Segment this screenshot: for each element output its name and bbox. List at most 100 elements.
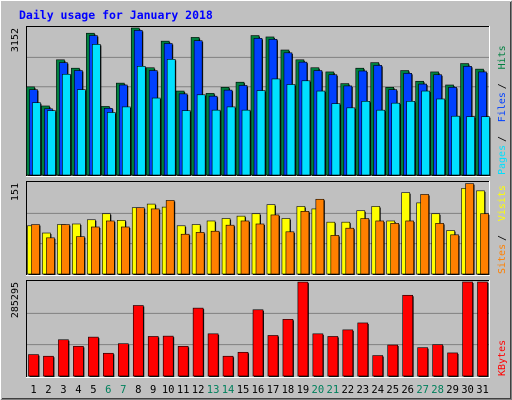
bar-pages-day-1 — [32, 102, 41, 176]
x-tick-label: 14 — [222, 384, 235, 396]
x-tick-label: 29 — [446, 384, 459, 396]
bar-kbytes-day-22 — [342, 329, 354, 377]
bar-kbytes-day-31 — [477, 281, 488, 377]
panel-hits-files-pages: 3152 Pages / Files / Hits — [10, 26, 508, 177]
x-tick-label: 12 — [192, 384, 205, 396]
bar-pages-day-31 — [481, 116, 490, 176]
bar-sites-day-30 — [465, 183, 474, 275]
bar-kbytes-day-5 — [88, 336, 99, 377]
panel-max-label: 3152 — [10, 28, 21, 52]
bar-pages-day-3 — [62, 73, 71, 176]
bar-kbytes-day-15 — [237, 351, 249, 377]
bar-pages-day-18 — [286, 84, 296, 176]
x-tick-label: 22 — [341, 384, 354, 396]
bar-pages-day-10 — [166, 59, 176, 176]
x-tick-label: 15 — [237, 384, 250, 396]
bar-pages-day-30 — [466, 116, 475, 176]
bar-kbytes-day-8 — [132, 305, 144, 377]
bar-sites-day-10 — [165, 200, 175, 275]
x-tick-label: 3 — [60, 384, 66, 396]
bar-sites-day-12 — [195, 232, 205, 275]
bar-sites-day-23 — [360, 218, 370, 275]
bar-kbytes-day-26 — [402, 294, 413, 377]
bar-kbytes-day-1 — [28, 354, 39, 377]
legend-separator: / — [497, 136, 508, 142]
bar-sites-day-22 — [345, 227, 355, 275]
legend-separator: / — [497, 235, 508, 241]
x-tick-label: 16 — [252, 384, 265, 396]
bar-kbytes-day-21 — [327, 336, 339, 377]
bar-pages-day-4 — [77, 89, 86, 176]
bar-pages-day-19 — [301, 80, 311, 176]
bar-sites-day-8 — [135, 207, 145, 275]
bar-sites-day-24 — [375, 220, 385, 275]
bar-sites-day-2 — [46, 237, 55, 275]
x-tick-label: 10 — [162, 384, 175, 396]
legend-separator: / — [497, 83, 508, 89]
bar-kbytes-day-19 — [297, 281, 309, 377]
bar-sites-day-13 — [210, 230, 220, 275]
x-tick-label: 21 — [327, 384, 340, 396]
bar-pages-day-14 — [226, 106, 236, 176]
bar-pages-day-29 — [451, 115, 460, 176]
bar-pages-day-7 — [121, 106, 131, 176]
bar-pages-day-12 — [196, 94, 206, 176]
panel-kbytes: 285295 KBytes — [10, 280, 508, 378]
bar-kbytes-day-4 — [73, 346, 84, 377]
bar-sites-day-1 — [31, 224, 40, 275]
bar-kbytes-day-20 — [312, 333, 324, 377]
x-tick-label: 6 — [105, 384, 111, 396]
panel-border-light — [26, 280, 490, 378]
x-tick-label: 5 — [90, 384, 96, 396]
x-tick-label: 4 — [75, 384, 81, 396]
bar-sites-day-27 — [420, 194, 429, 275]
bar-pages-day-16 — [256, 90, 266, 176]
x-tick-label: 27 — [416, 384, 429, 396]
bar-sites-day-11 — [180, 233, 190, 275]
panel-border-light — [26, 181, 490, 276]
bar-kbytes-day-7 — [117, 343, 129, 377]
bar-pages-day-26 — [406, 101, 415, 176]
bar-kbytes-day-3 — [58, 339, 69, 377]
bar-kbytes-day-25 — [387, 344, 399, 377]
bar-kbytes-day-2 — [43, 355, 54, 377]
bar-pages-day-13 — [211, 109, 221, 176]
bar-sites-day-20 — [315, 198, 325, 275]
bar-kbytes-day-23 — [357, 322, 369, 377]
bar-kbytes-day-6 — [103, 352, 114, 377]
bar-pages-day-15 — [241, 109, 251, 176]
bar-pages-day-11 — [181, 110, 191, 176]
panel-visits-sites: 151 Sites / Visits — [10, 181, 508, 276]
chart-title: Daily usage for January 2018 — [19, 8, 213, 22]
bar-sites-day-19 — [300, 211, 310, 275]
x-tick-label: 28 — [431, 384, 444, 396]
bar-sites-day-18 — [285, 231, 295, 275]
bar-pages-day-20 — [316, 90, 326, 176]
x-tick-label: 18 — [282, 384, 295, 396]
bar-kbytes-day-9 — [147, 336, 159, 377]
bar-pages-day-21 — [331, 103, 341, 176]
bar-sites-day-6 — [106, 220, 115, 275]
legend-pages: Pages — [497, 145, 508, 175]
bar-sites-day-26 — [405, 220, 414, 275]
bar-sites-day-29 — [450, 234, 459, 275]
x-tick-label: 26 — [401, 384, 414, 396]
bar-sites-day-4 — [76, 236, 85, 275]
x-tick-label: 30 — [461, 384, 474, 396]
bar-kbytes-day-30 — [462, 281, 473, 377]
bar-pages-day-23 — [361, 101, 371, 176]
legend-hits: Hits — [497, 45, 508, 69]
bar-pages-day-27 — [421, 90, 430, 176]
bar-kbytes-day-10 — [162, 335, 174, 377]
bar-sites-day-5 — [91, 226, 100, 275]
bar-pages-day-6 — [107, 112, 116, 176]
bar-kbytes-day-29 — [447, 352, 458, 377]
panel-border-dark — [26, 280, 490, 378]
bar-kbytes-day-17 — [267, 335, 279, 377]
bar-sites-day-28 — [435, 223, 444, 275]
bar-sites-day-16 — [255, 223, 265, 275]
bar-kbytes-day-28 — [432, 344, 443, 377]
x-tick-label: 13 — [207, 384, 220, 396]
